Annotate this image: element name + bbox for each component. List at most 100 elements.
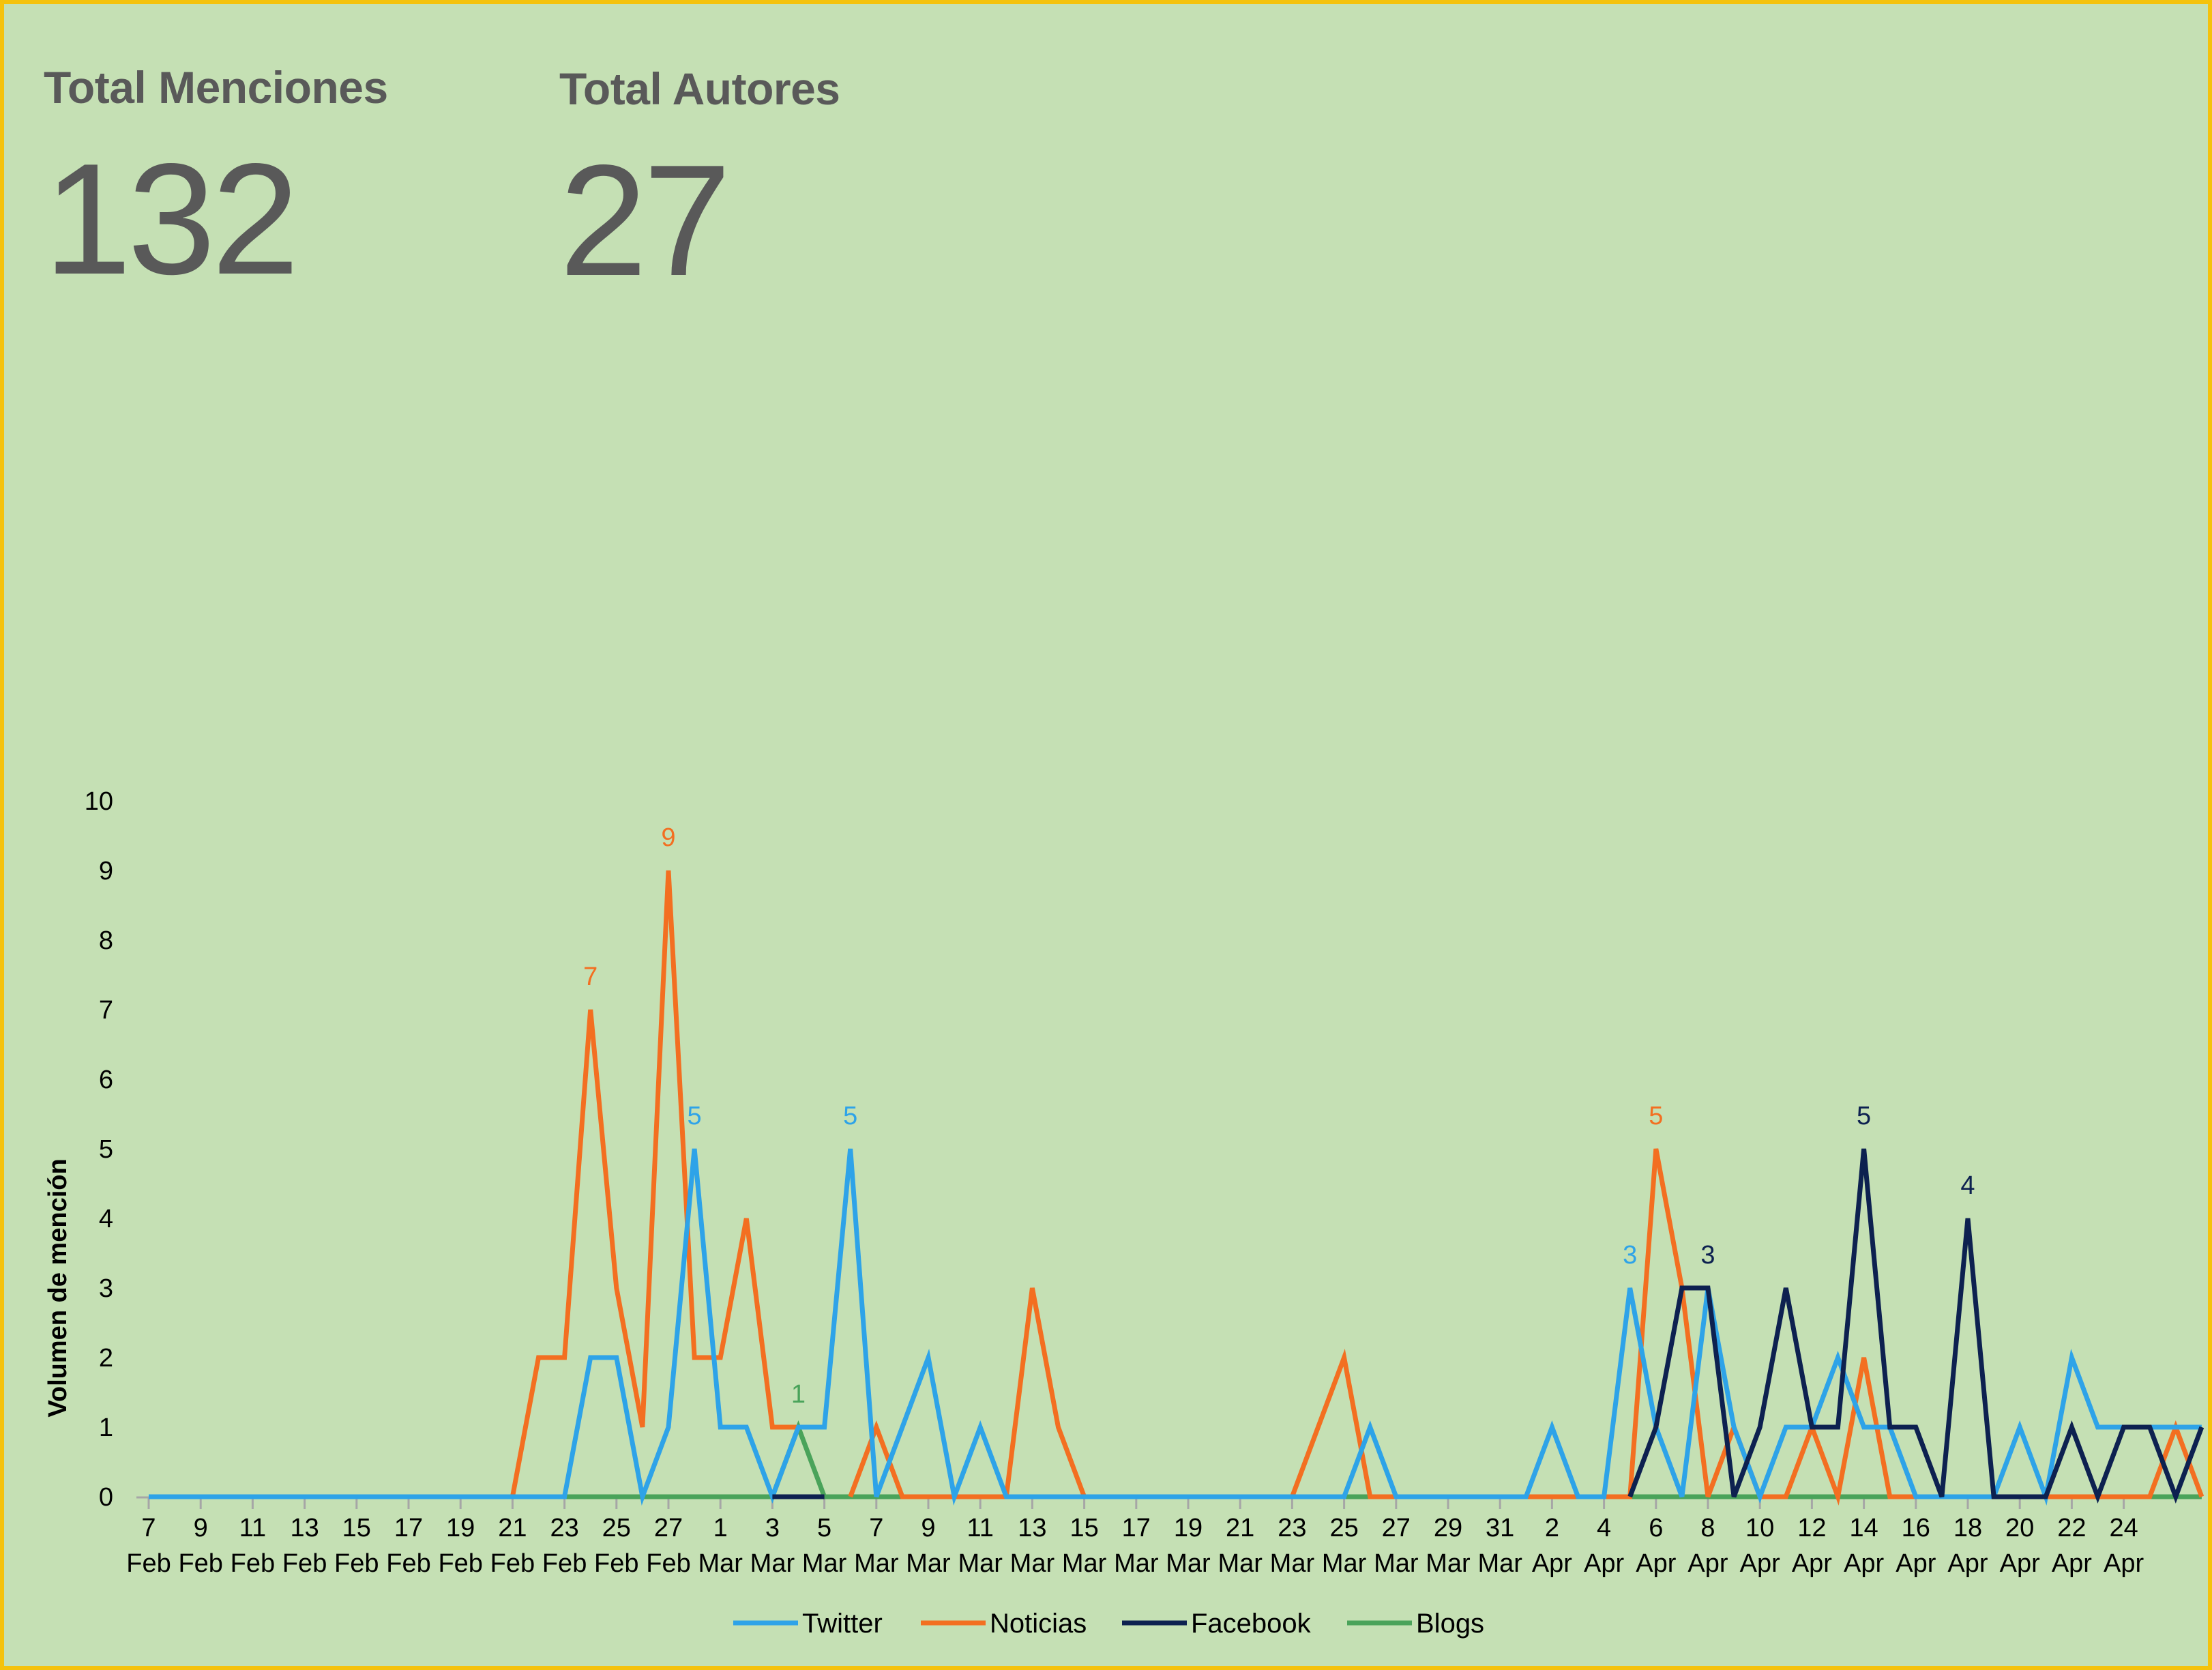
x-tick-label-month: Mar: [802, 1549, 847, 1578]
x-tick-label-month: Mar: [854, 1549, 899, 1578]
x-tick-label-month: Mar: [750, 1549, 795, 1578]
data-label-noticias: 7: [583, 963, 598, 991]
x-tick-label-month: Apr: [2104, 1549, 2144, 1578]
x-tick-label-month: Mar: [1322, 1549, 1367, 1578]
x-tick-label-month: Mar: [1114, 1549, 1159, 1578]
x-tick-label-day: 12: [1797, 1514, 1826, 1542]
x-tick-label-day: 24: [2109, 1514, 2138, 1542]
x-tick-label-month: Apr: [1947, 1549, 1988, 1578]
x-tick-label-day: 21: [498, 1514, 527, 1542]
y-tick-label: 6: [99, 1066, 113, 1094]
x-tick-label-month: Feb: [126, 1549, 171, 1578]
x-tick-label-month: Feb: [334, 1549, 379, 1578]
kpi-menciones-label: Total Menciones: [44, 62, 388, 113]
x-tick-label-month: Mar: [1062, 1549, 1107, 1578]
x-tick-label-month: Apr: [2000, 1549, 2040, 1578]
x-tick-label-day: 25: [1329, 1514, 1358, 1542]
x-tick-label-day: 27: [654, 1514, 683, 1542]
x-tick-label-month: Feb: [594, 1549, 638, 1578]
x-tick-label-month: Apr: [2052, 1549, 2092, 1578]
kpi-total-autores: Total Autores 27: [559, 63, 840, 300]
series-line-noticias: [149, 870, 2204, 1506]
x-tick-label-day: 18: [1953, 1514, 1982, 1542]
y-tick-label: 1: [99, 1413, 113, 1442]
x-tick-label-day: 13: [290, 1514, 319, 1542]
y-tick-label: 7: [99, 996, 113, 1025]
y-axis-label: Volumen de mención: [44, 1158, 72, 1417]
legend-label-noticias: Noticias: [990, 1609, 1087, 1639]
x-tick-label-day: 25: [602, 1514, 631, 1542]
x-tick-label-day: 7: [869, 1514, 883, 1542]
x-tick-label-day: 31: [1486, 1514, 1514, 1542]
x-tick-label-day: 4: [1597, 1514, 1611, 1542]
x-tick-label-month: Mar: [1166, 1549, 1211, 1578]
data-label-twitter: 5: [688, 1102, 702, 1130]
x-tick-label-month: Apr: [1532, 1549, 1572, 1578]
x-tick-label-month: Mar: [906, 1549, 951, 1578]
x-tick-label-day: 11: [239, 1514, 266, 1542]
x-tick-label-day: 23: [550, 1514, 578, 1542]
x-tick-label-month: Apr: [1896, 1549, 1936, 1578]
x-tick-label-day: 17: [394, 1514, 423, 1542]
x-tick-label-day: 10: [1745, 1514, 1774, 1542]
kpi-autores-label: Total Autores: [559, 63, 840, 114]
x-tick-label-day: 8: [1700, 1514, 1715, 1542]
data-label-facebook: 5: [1857, 1102, 1871, 1130]
x-tick-label-day: 13: [1018, 1514, 1046, 1542]
data-label-facebook: 4: [1960, 1171, 1975, 1200]
x-tick-label-month: Feb: [231, 1549, 275, 1578]
y-tick-label: 5: [99, 1135, 113, 1164]
x-tick-label-day: 16: [1902, 1514, 1930, 1542]
x-tick-label-month: Feb: [646, 1549, 690, 1578]
x-tick-label-month: Mar: [698, 1549, 743, 1578]
x-tick-label-day: 21: [1226, 1514, 1254, 1542]
x-tick-label-month: Mar: [1426, 1549, 1471, 1578]
x-tick-label-day: 27: [1382, 1514, 1411, 1542]
x-tick-label-month: Mar: [1270, 1549, 1315, 1578]
x-tick-label-month: Mar: [958, 1549, 1003, 1578]
series-line-twitter: [149, 1148, 2202, 1506]
x-tick-label-day: 6: [1649, 1514, 1663, 1542]
x-tick-label-month: Feb: [490, 1549, 535, 1578]
x-tick-label-day: 15: [1070, 1514, 1098, 1542]
x-tick-label-day: 20: [2005, 1514, 2034, 1542]
legend-label-twitter: Twitter: [802, 1609, 883, 1639]
y-tick-label: 10: [85, 787, 113, 816]
x-tick-label-month: Feb: [386, 1549, 430, 1578]
x-tick-label-month: Apr: [1844, 1549, 1884, 1578]
x-tick-label-month: Apr: [1584, 1549, 1624, 1578]
kpi-total-menciones: Total Menciones 132: [44, 61, 388, 299]
x-tick-label-day: 9: [194, 1514, 208, 1542]
kpi-menciones-value: 132: [44, 131, 299, 308]
x-tick-label-month: Feb: [438, 1549, 482, 1578]
x-tick-label-day: 23: [1278, 1514, 1306, 1542]
y-tick-label: 0: [99, 1483, 113, 1512]
y-tick-label: 2: [99, 1344, 113, 1373]
x-tick-label-month: Mar: [1374, 1549, 1419, 1578]
x-tick-label-day: 19: [446, 1514, 475, 1542]
legend-label-facebook: Facebook: [1191, 1609, 1312, 1639]
data-label-twitter: 5: [843, 1102, 857, 1130]
x-tick-label-day: 3: [765, 1514, 780, 1542]
x-tick-label-month: Mar: [1010, 1549, 1055, 1578]
x-tick-label-day: 14: [1849, 1514, 1878, 1542]
x-tick-label-day: 11: [967, 1514, 993, 1542]
data-label-facebook: 3: [1700, 1241, 1715, 1270]
series-line-facebook: [772, 1148, 2204, 1504]
x-tick-label-day: 7: [141, 1514, 156, 1542]
data-label-noticias: 9: [661, 823, 675, 852]
x-tick-label-month: Apr: [1740, 1549, 1780, 1578]
data-label-twitter: 3: [1623, 1241, 1637, 1270]
x-tick-label-month: Mar: [1218, 1549, 1263, 1578]
x-tick-label-month: Feb: [282, 1549, 327, 1578]
x-tick-label-day: 29: [1434, 1514, 1462, 1542]
legend-label-blogs: Blogs: [1416, 1609, 1484, 1639]
x-tick-label-day: 2: [1545, 1514, 1559, 1542]
x-tick-label-day: 15: [342, 1514, 371, 1542]
x-tick-label-day: 9: [921, 1514, 935, 1542]
x-tick-label-day: 1: [713, 1514, 728, 1542]
data-label-blogs: 1: [791, 1380, 806, 1409]
x-tick-label-day: 19: [1174, 1514, 1203, 1542]
x-tick-label-month: Mar: [1477, 1549, 1522, 1578]
